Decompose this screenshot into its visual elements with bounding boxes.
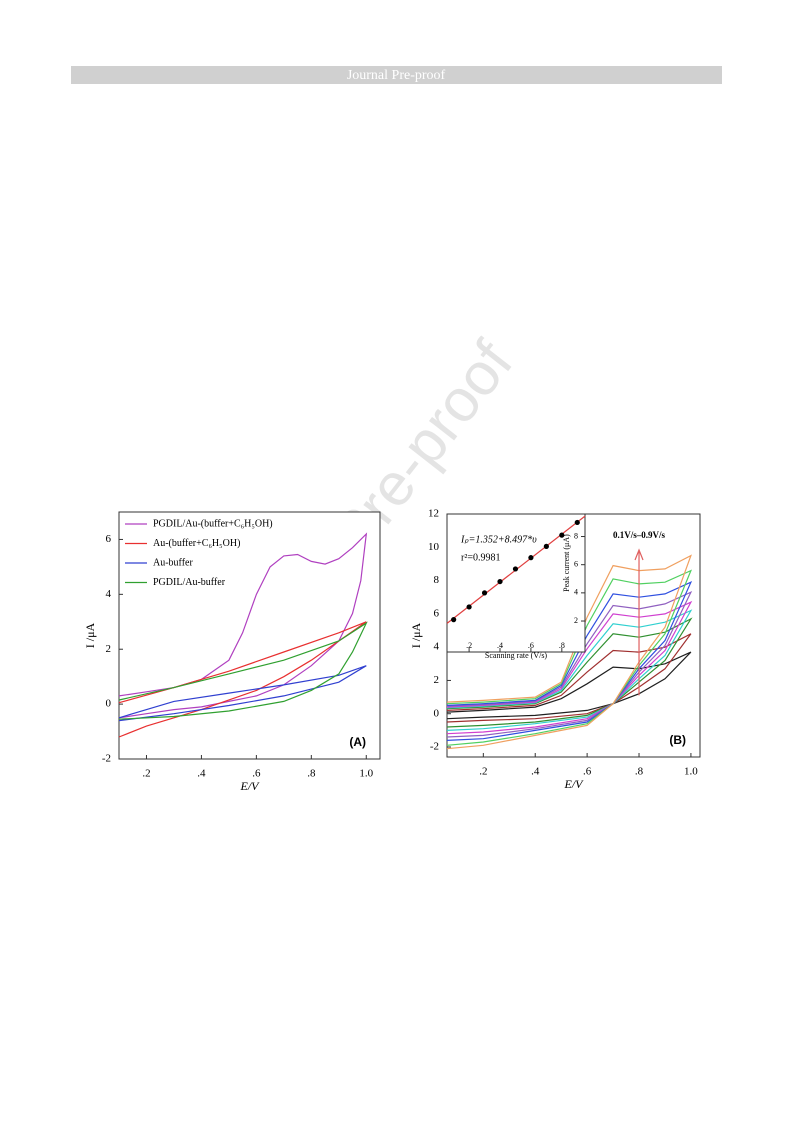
y-tick-label: 8	[434, 574, 440, 586]
x-tick-label: .8	[559, 641, 565, 650]
arrow-head	[634, 548, 644, 561]
y-tick-label: 12	[428, 508, 439, 520]
x-axis-label: E/V	[240, 779, 261, 793]
panel-label: (A)	[349, 735, 366, 749]
x-tick-label: 1.0	[359, 768, 373, 780]
x-tick-label: .8	[635, 766, 644, 778]
x-tick-label: .2	[142, 768, 150, 780]
cv-curve	[446, 600, 693, 735]
y-tick-label: 0	[106, 698, 112, 710]
arrow-label: 0.1V/s–0.9V/s	[613, 530, 666, 540]
y-axis-label: Peak current (μA)	[562, 534, 571, 592]
data-point	[512, 566, 519, 572]
y-tick-label: -2	[102, 753, 111, 765]
legend-label: Au-(buffer+C₆H₅OH)	[153, 538, 240, 549]
data-point	[528, 555, 534, 561]
x-tick-label: .4	[197, 768, 206, 780]
y-tick-label: 4	[434, 641, 440, 653]
legend-label: PGDIL/Au-buffer	[153, 577, 226, 588]
x-tick-label: .2	[466, 641, 472, 650]
y-tick-label: 6	[106, 533, 112, 545]
plot-frame	[118, 511, 381, 760]
data-point	[451, 617, 457, 623]
cv-curve	[446, 609, 693, 731]
y-tick-label: 6	[574, 560, 578, 569]
cv-curve	[118, 665, 367, 722]
legend-label: Au-buffer	[153, 557, 193, 568]
cv-curve	[118, 621, 368, 720]
data-point	[466, 604, 472, 610]
y-tick-label: 2	[574, 616, 578, 625]
x-axis-label: Scanning rate (V/s)	[485, 651, 548, 660]
cv-curve	[118, 532, 368, 719]
cv-curve	[446, 590, 693, 738]
legend-label: PGDIL/Au-(buffer+C₆H₅OH)	[153, 518, 273, 529]
equation: Iₚ=1.352+8.497*υ	[460, 534, 537, 545]
r-squared: r²=0.9981	[461, 552, 500, 563]
y-tick-label: 4	[574, 588, 578, 597]
x-tick-label: .4	[497, 641, 503, 650]
data-point	[481, 590, 488, 596]
x-tick-label: .6	[252, 768, 261, 780]
x-axis-label: E/V	[564, 777, 585, 791]
y-tick-label: 4	[106, 588, 112, 600]
header-title: Journal Pre-proof	[347, 68, 446, 83]
cv-curve	[446, 569, 693, 746]
x-tick-label: .2	[479, 766, 487, 778]
cv-curve	[446, 581, 693, 741]
data-point	[497, 578, 503, 585]
data-point	[559, 532, 565, 538]
cv-curve	[446, 651, 692, 720]
cv-curve	[446, 554, 692, 750]
y-tick-label: 2	[434, 674, 440, 686]
panel-label: (B)	[669, 733, 686, 747]
x-tick-label: .4	[531, 766, 540, 778]
y-tick-label: 6	[434, 607, 440, 619]
y-axis-label: I /μA	[409, 622, 423, 648]
y-tick-label: 10	[428, 541, 440, 553]
y-tick-label: 2	[106, 643, 112, 655]
x-tick-label: .6	[528, 641, 534, 650]
header-bar	[71, 66, 722, 84]
x-tick-label: .8	[307, 768, 316, 780]
x-tick-label: .6	[583, 766, 592, 778]
y-tick-label: 8	[574, 531, 578, 540]
y-tick-label: 0	[434, 707, 440, 719]
y-axis-label: I /μA	[83, 622, 97, 648]
x-tick-label: 1.0	[684, 766, 698, 778]
y-tick-label: -2	[430, 741, 439, 753]
data-point	[543, 543, 549, 549]
data-point	[574, 519, 580, 526]
